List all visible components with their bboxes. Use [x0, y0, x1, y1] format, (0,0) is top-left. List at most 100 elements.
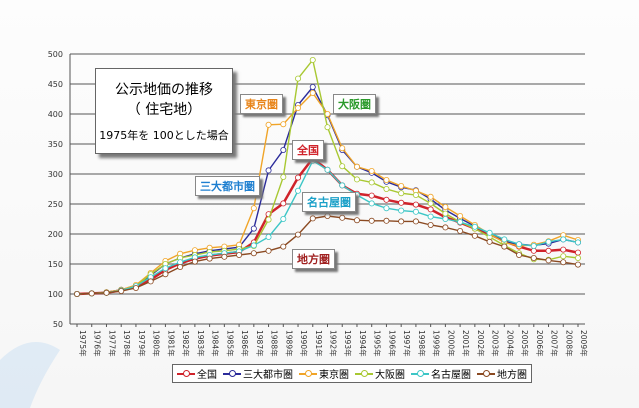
legend-label: 三大都市圏	[243, 370, 293, 381]
legend-label: 名古屋圏	[431, 370, 471, 381]
data-point	[309, 90, 316, 97]
x-tick-label: 1997年	[402, 330, 412, 357]
y-tick-label: 350	[48, 140, 63, 149]
chart-note: 1975年を 100とした場合	[99, 129, 229, 142]
y-tick-label: 250	[48, 200, 63, 209]
data-point	[471, 223, 478, 230]
data-point	[412, 208, 419, 215]
data-point	[191, 258, 198, 265]
data-point	[398, 190, 405, 197]
data-point	[398, 207, 405, 214]
data-point	[339, 182, 346, 189]
data-point	[368, 200, 375, 207]
x-tick-label: 1999年	[432, 330, 442, 357]
x-tick-label: 2000年	[446, 330, 456, 357]
data-point	[206, 255, 213, 262]
data-point	[324, 212, 331, 219]
x-tick-label: 1991年	[314, 330, 324, 357]
data-point	[560, 236, 567, 243]
data-point	[383, 205, 390, 212]
x-tick-label: 1992年	[329, 330, 339, 357]
data-point	[560, 246, 567, 253]
series-label-national: 全国	[292, 140, 324, 160]
data-point	[442, 203, 449, 210]
data-point	[250, 225, 257, 232]
y-tick-label: 500	[48, 50, 63, 59]
data-point	[162, 271, 169, 278]
x-tick-label: 1977年	[107, 330, 117, 357]
data-point	[74, 290, 81, 297]
data-point	[427, 193, 434, 200]
data-point	[457, 227, 464, 234]
data-point	[280, 146, 287, 153]
data-point	[575, 254, 582, 261]
data-point	[280, 215, 287, 222]
legend-item: 名古屋圏	[411, 366, 471, 381]
data-point	[427, 206, 434, 213]
legend-swatch	[477, 369, 495, 377]
data-point	[486, 229, 493, 236]
x-tick-label: 2006年	[535, 330, 545, 357]
series-label-tokyo: 東京圏	[240, 94, 283, 114]
data-point	[295, 75, 302, 82]
legend-item: 三大都市圏	[223, 366, 293, 381]
data-point	[398, 182, 405, 189]
data-point	[442, 210, 449, 217]
data-point	[118, 287, 125, 294]
legend-item: 地方圏	[477, 366, 527, 381]
legend: 全国 三大都市圏 東京圏 大阪圏 名古屋圏 地方圏	[172, 364, 532, 383]
data-point	[398, 218, 405, 225]
data-point	[368, 179, 375, 186]
data-point	[265, 216, 272, 223]
chart-title: 公示地価の推移	[115, 82, 213, 98]
series-label-osaka: 大阪圏	[333, 94, 376, 114]
data-point	[353, 217, 360, 224]
legend-swatch	[177, 369, 195, 377]
x-tick-label: 1990年	[299, 330, 309, 357]
data-point	[353, 163, 360, 170]
data-point	[280, 173, 287, 180]
data-point	[383, 176, 390, 183]
data-point	[295, 231, 302, 238]
x-tick-label: 2007年	[550, 330, 560, 357]
x-tick-label: 1998年	[417, 330, 427, 357]
data-point	[280, 121, 287, 128]
x-tick-label: 1994年	[358, 330, 368, 357]
legend-label: 全国	[197, 370, 217, 381]
legend-swatch	[223, 369, 241, 377]
y-tick-label: 400	[48, 110, 63, 119]
x-tick-label: 1988年	[270, 330, 280, 357]
data-point	[530, 254, 537, 261]
data-point	[236, 251, 243, 258]
data-point	[560, 259, 567, 266]
data-point	[368, 192, 375, 199]
data-point	[575, 261, 582, 268]
data-point	[398, 199, 405, 206]
data-point	[324, 124, 331, 131]
x-tick-label: 1976年	[93, 330, 103, 357]
y-tick-label: 200	[48, 230, 63, 239]
data-point	[280, 243, 287, 250]
legend-label: 東京圏	[319, 370, 349, 381]
x-tick-label: 2001年	[461, 330, 471, 357]
x-tick-label: 1979年	[137, 330, 147, 357]
data-point	[103, 289, 110, 296]
x-tick-label: 1996年	[387, 330, 397, 357]
x-tick-label: 1982年	[181, 330, 191, 357]
legend-swatch	[299, 369, 317, 377]
data-point	[575, 249, 582, 256]
data-point	[265, 121, 272, 128]
x-tick-label: 1989年	[284, 330, 294, 357]
x-tick-label: 1980年	[152, 330, 162, 357]
data-point	[250, 242, 257, 249]
x-tick-label: 1995年	[373, 330, 383, 357]
legend-item: 大阪圏	[355, 366, 405, 381]
data-point	[471, 232, 478, 239]
data-point	[545, 257, 552, 264]
x-tick-label: 1983年	[196, 330, 206, 357]
series-label-three-metro: 三大都市圏	[195, 176, 260, 196]
data-point	[427, 221, 434, 228]
x-tick-label: 2002年	[476, 330, 486, 357]
x-tick-label: 1978年	[122, 330, 132, 357]
